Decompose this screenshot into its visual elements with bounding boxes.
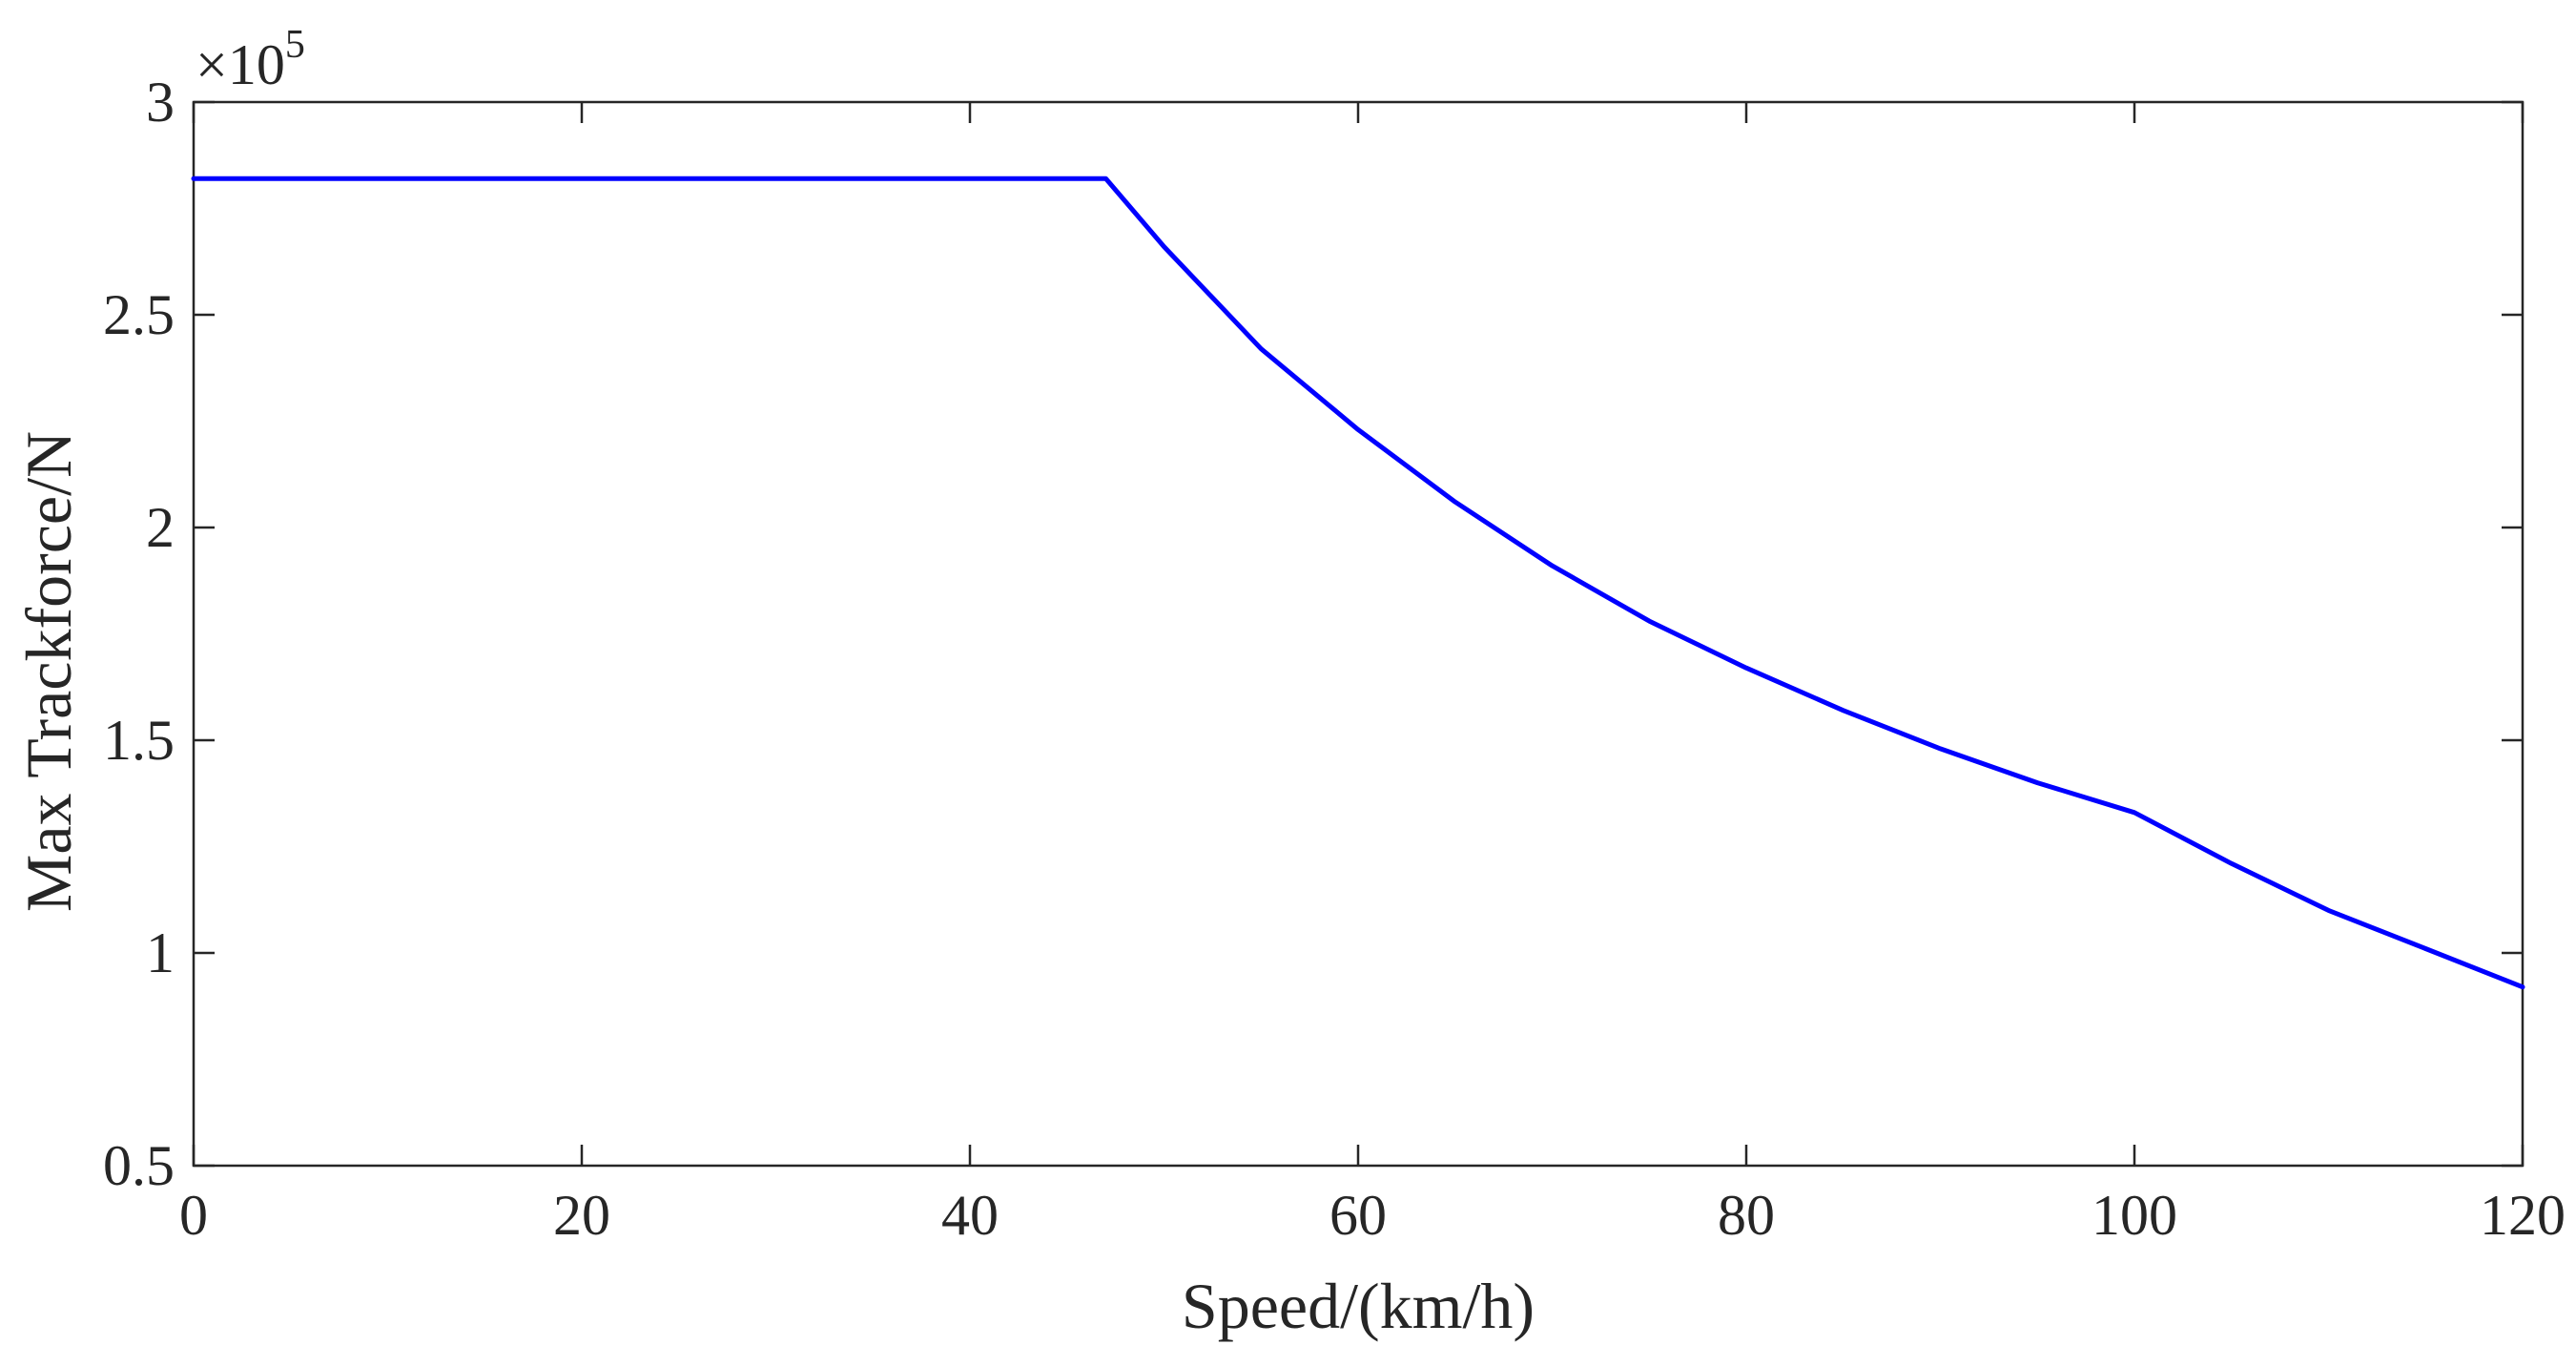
series-line: [191, 176, 2525, 990]
x-axis-label: Speed/(km/h): [1182, 1270, 1535, 1342]
labels-group: Speed/(km/h) Max Trackforce/N ×105: [12, 23, 1535, 1342]
x-tick-label: 80: [1718, 1184, 1775, 1247]
x-tick-label: 0: [179, 1184, 208, 1247]
plot-frame: [192, 100, 2524, 1168]
y-tick-label: 0.5: [103, 1134, 175, 1197]
y-multiplier-label: ×105: [196, 23, 305, 96]
y-axis-label: Max Trackforce/N: [12, 431, 85, 912]
x-tick-label: 100: [2092, 1184, 2177, 1247]
series-group: [191, 176, 2525, 990]
x-tick-label: 120: [2480, 1184, 2566, 1247]
y-multiplier-exponent: 5: [285, 23, 305, 67]
x-tick-label: 60: [1329, 1184, 1387, 1247]
y-tick-label: 1.5: [103, 709, 175, 772]
ticks-group: 0 20 40 60 80 100 120 0.5 1 1.5 2 2.5 3: [103, 71, 2566, 1247]
y-tick-label: 2: [146, 496, 175, 559]
plot-axes: [192, 100, 2524, 1168]
y-tick-label: 1: [146, 921, 175, 984]
y-tick-label: 2.5: [103, 283, 175, 346]
y-tick-label: 3: [146, 71, 175, 134]
y-multiplier-base: ×10: [196, 33, 285, 96]
x-tick-label: 40: [941, 1184, 999, 1247]
x-tick-label: 20: [553, 1184, 610, 1247]
